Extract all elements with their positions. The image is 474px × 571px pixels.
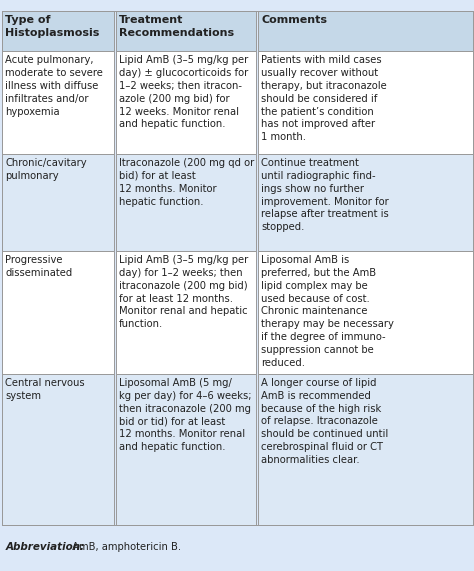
Text: Abbreviation:: Abbreviation:: [5, 542, 84, 553]
Bar: [2, 11, 114, 51]
Text: Liposomal AmB is
preferred, but the AmB
lipid complex may be
used because of cos: Liposomal AmB is preferred, but the AmB …: [261, 255, 394, 368]
Text: Lipid AmB (3–5 mg/kg per
day) ± glucocorticoids for
1–2 weeks; then itracon-
azo: Lipid AmB (3–5 mg/kg per day) ± glucocor…: [119, 55, 248, 130]
Bar: [258, 251, 473, 374]
Text: Chronic/cavitary
pulmonary: Chronic/cavitary pulmonary: [5, 158, 87, 181]
Bar: [258, 154, 473, 251]
Text: Type of
Histoplasmosis: Type of Histoplasmosis: [5, 15, 100, 38]
Text: Acute pulmonary,
moderate to severe
illness with diffuse
infiltrates and/or
hypo: Acute pulmonary, moderate to severe illn…: [5, 55, 103, 116]
Bar: [116, 51, 256, 154]
Bar: [258, 11, 473, 51]
Text: Treatment
Recommendations: Treatment Recommendations: [119, 15, 234, 38]
Bar: [2, 51, 114, 154]
Text: Itraconazole (200 mg qd or
bid) for at least
12 months. Monitor
hepatic function: Itraconazole (200 mg qd or bid) for at l…: [119, 158, 254, 207]
Text: Continue treatment
until radiographic find-
ings show no further
improvement. Mo: Continue treatment until radiographic fi…: [261, 158, 389, 232]
Bar: [2, 154, 114, 251]
Bar: [116, 154, 256, 251]
Text: Progressive
disseminated: Progressive disseminated: [5, 255, 73, 278]
Text: Central nervous
system: Central nervous system: [5, 378, 85, 401]
Bar: [116, 251, 256, 374]
Text: Lipid AmB (3–5 mg/kg per
day) for 1–2 weeks; then
itraconazole (200 mg bid)
for : Lipid AmB (3–5 mg/kg per day) for 1–2 we…: [119, 255, 248, 329]
Text: Comments: Comments: [261, 15, 327, 26]
Bar: [116, 374, 256, 525]
Text: AmB, amphotericin B.: AmB, amphotericin B.: [69, 542, 182, 553]
Bar: [2, 251, 114, 374]
Text: Patients with mild cases
usually recover without
therapy, but itraconazole
shoul: Patients with mild cases usually recover…: [261, 55, 387, 142]
Text: A longer course of lipid
AmB is recommended
because of the high risk
of relapse.: A longer course of lipid AmB is recommen…: [261, 378, 388, 465]
Bar: [2, 374, 114, 525]
Bar: [258, 374, 473, 525]
Bar: [116, 11, 256, 51]
Text: Liposomal AmB (5 mg/
kg per day) for 4–6 weeks;
then itraconazole (200 mg
bid or: Liposomal AmB (5 mg/ kg per day) for 4–6…: [119, 378, 252, 452]
Bar: [258, 51, 473, 154]
